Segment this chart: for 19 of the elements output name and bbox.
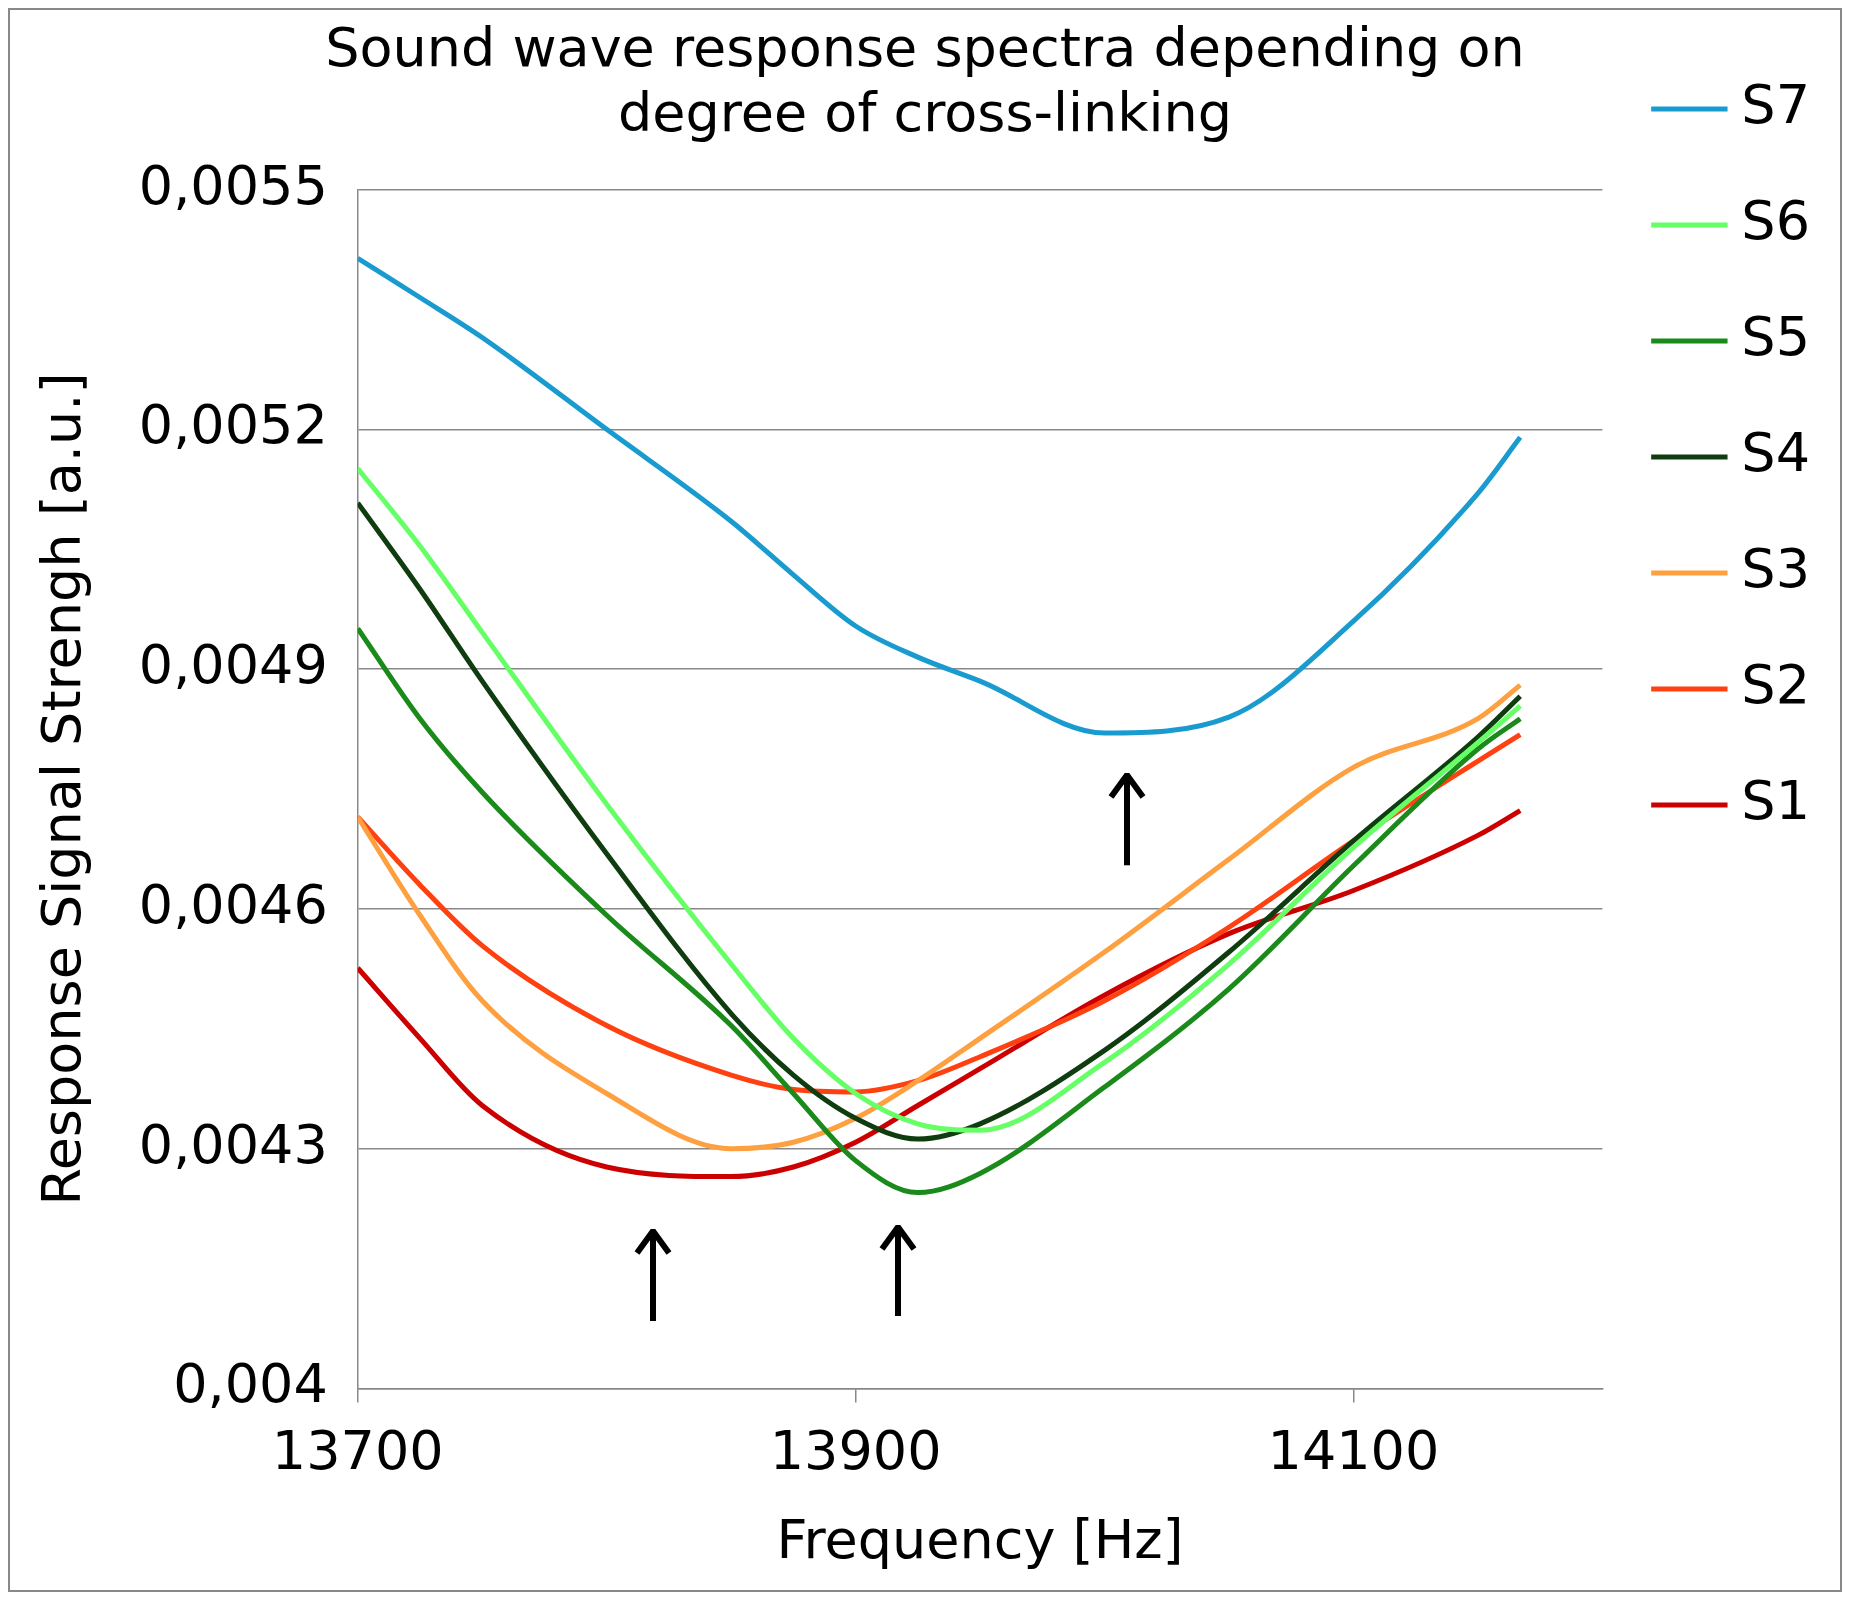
chart-title: Sound wave response spectra depending on degree of cross-linking [325, 16, 1525, 145]
y-tick-label: 0,0049 [138, 633, 328, 697]
legend-label: S4 [1741, 421, 1811, 485]
x-axis-title: Frequency [Hz] [776, 1507, 1184, 1571]
legend-label: S7 [1741, 73, 1811, 137]
y-tick-label: 0,0046 [138, 872, 328, 936]
legend-label: S6 [1741, 189, 1811, 253]
legend-label: S3 [1741, 537, 1811, 601]
y-axis-title: Response Signal Strengh [a.u.] [30, 372, 94, 1206]
y-tick-label: 0,0043 [138, 1112, 328, 1176]
x-tick-label: 13900 [769, 1418, 942, 1482]
x-tick-label: 13700 [271, 1418, 444, 1482]
y-tick-label: 0,0052 [138, 393, 328, 457]
x-tick-label: 14100 [1267, 1418, 1440, 1482]
legend-label: S2 [1741, 653, 1811, 717]
legend-label: S1 [1741, 769, 1811, 833]
legend-label: S5 [1741, 305, 1811, 369]
y-tick-label: 0,0055 [138, 153, 328, 217]
y-tick-label: 0,004 [173, 1352, 328, 1416]
